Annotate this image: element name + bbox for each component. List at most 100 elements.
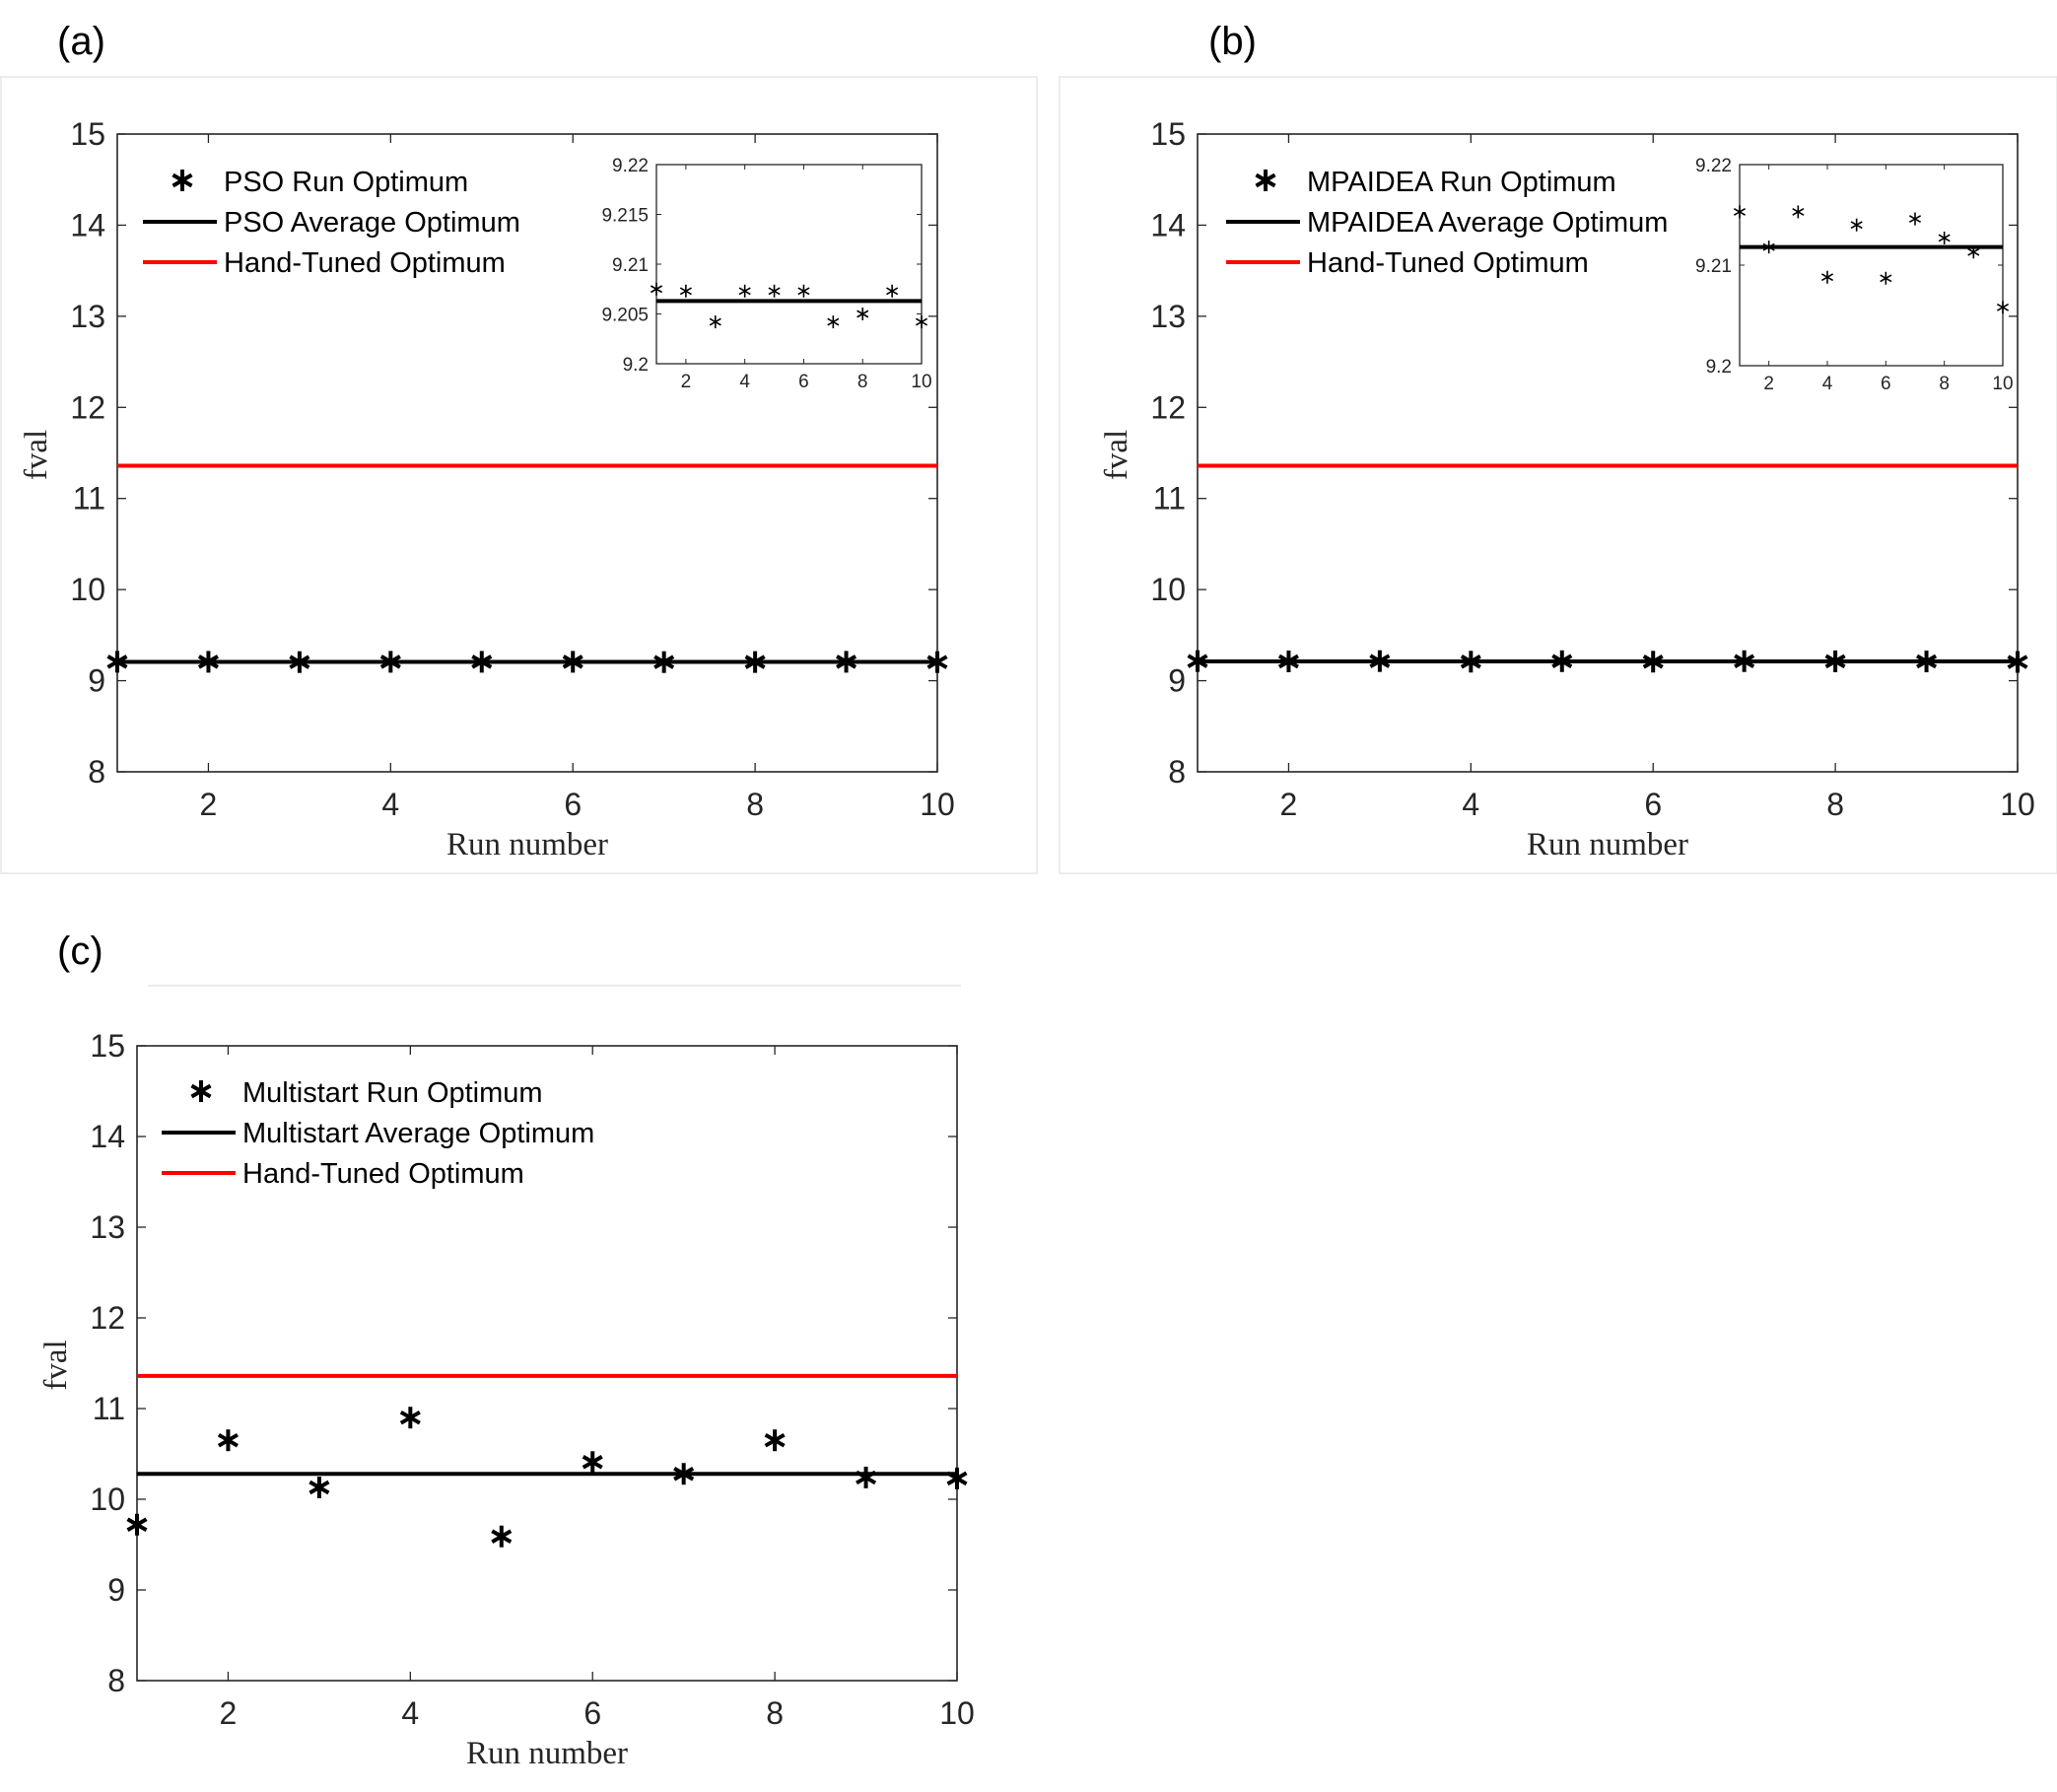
legend-marker-icon	[171, 170, 193, 191]
run-optimum-point	[379, 651, 401, 673]
run-optimum-point	[126, 1513, 148, 1536]
legend-label: Hand-Tuned Optimum	[242, 1158, 524, 1190]
y-tick-label: 10	[1150, 572, 1186, 607]
inset-run-point	[1792, 205, 1805, 219]
inset-run-point	[1820, 270, 1834, 284]
run-optimum-point	[836, 651, 857, 673]
run-optimum-point	[1369, 650, 1391, 672]
inset-y-tick-label: 9.21	[1695, 256, 1732, 277]
legend-label: MPAIDEA Average Optimum	[1307, 207, 1668, 239]
x-tick-label: 4	[401, 1695, 419, 1731]
inset-run-point	[1733, 205, 1747, 219]
x-tick-label: 8	[766, 1695, 784, 1731]
legend-label: Hand-Tuned Optimum	[224, 247, 506, 279]
inset-run-point	[1850, 218, 1863, 232]
y-tick-label: 13	[70, 299, 105, 334]
y-tick-label: 11	[73, 481, 105, 517]
y-tick-label: 14	[1150, 207, 1186, 242]
run-optimum-point	[926, 651, 948, 673]
inset-x-tick-label: 6	[798, 372, 809, 392]
run-optimum-point	[217, 1429, 239, 1452]
x-tick-label: 4	[381, 787, 399, 822]
run-optimum-point	[1824, 650, 1846, 672]
legend-label: MPAIDEA Run Optimum	[1307, 167, 1616, 198]
inset-run-point	[1880, 271, 1892, 285]
run-optimum-point	[856, 1466, 877, 1488]
inset-run-point	[827, 315, 840, 329]
inset-x-tick-label: 10	[911, 372, 931, 392]
x-axis-label: Run number	[466, 1736, 628, 1771]
x-axis-label: Run number	[1527, 827, 1688, 862]
y-tick-label: 10	[70, 572, 105, 607]
run-optimum-point	[764, 1429, 786, 1452]
x-tick-label: 4	[1462, 787, 1479, 822]
inset-x-tick-label: 4	[739, 372, 750, 392]
chart-panel-b: (b) 8 9 10 11 12 13 14 15 2 4 6 8 10 Run number fval MPA…	[1059, 20, 2057, 874]
run-optimum-point	[1734, 650, 1755, 672]
inset-run-point	[1762, 241, 1775, 254]
legend-marker-icon	[1255, 170, 1276, 191]
inset-chart: 9.2 9.21 9.22 2 4 6 8 10	[1695, 156, 2014, 394]
legend-marker-icon	[190, 1080, 212, 1102]
inset-run-point	[915, 315, 928, 329]
run-optimum-point	[2007, 651, 2028, 673]
run-optimum-point	[1460, 651, 1481, 673]
legend-label: PSO Average Optimum	[224, 207, 520, 239]
run-optimum-point	[1277, 650, 1299, 672]
inset-y-tick-label: 9.22	[612, 156, 649, 176]
inset-x-tick-label: 2	[1763, 374, 1774, 394]
y-tick-label: 14	[90, 1119, 125, 1154]
panel-label: (a)	[57, 20, 105, 63]
inset-x-tick-label: 8	[1939, 374, 1950, 394]
run-optimum-point	[653, 651, 675, 673]
inset-run-point	[1908, 212, 1922, 226]
y-tick-label: 9	[107, 1572, 125, 1608]
y-tick-label: 12	[70, 389, 105, 425]
x-tick-label: 8	[1826, 787, 1844, 822]
y-axis-label: fval	[1099, 430, 1134, 480]
legend-label: Multistart Run Optimum	[242, 1077, 543, 1109]
x-tick-label: 8	[746, 787, 764, 822]
panel-frame	[0, 76, 1038, 874]
inset-run-point	[709, 315, 721, 329]
x-tick-label: 6	[1644, 787, 1662, 822]
run-optimum-point	[289, 651, 310, 673]
x-tick-label: 10	[2000, 787, 2035, 822]
y-tick-label: 12	[90, 1300, 125, 1336]
inset-y-tick-label: 9.22	[1695, 156, 1732, 176]
inset-y-tick-label: 9.21	[612, 255, 649, 276]
run-optimum-point	[197, 651, 219, 673]
inset-x-tick-label: 4	[1822, 374, 1833, 394]
inset-run-point	[1996, 301, 2010, 314]
run-optimum-point	[946, 1467, 968, 1489]
panel-label: (b)	[1208, 20, 1257, 63]
chart-panel-a: (a) 8 9 10 11 12 13 14 15 2 4 6 8 10 Run number fval PSO…	[0, 20, 1038, 874]
run-optimum-point	[744, 651, 766, 673]
x-tick-label: 2	[220, 1695, 238, 1731]
inset-x-tick-label: 8	[857, 372, 868, 392]
inset-plot-area	[655, 164, 923, 365]
y-tick-label: 14	[70, 207, 105, 242]
inset-run-point	[738, 284, 751, 298]
x-tick-label: 6	[564, 787, 582, 822]
run-optimum-point	[1916, 651, 1938, 673]
run-optimum-point	[1642, 651, 1664, 673]
run-optimum-point	[309, 1477, 330, 1499]
inset-y-tick-label: 9.205	[601, 306, 649, 326]
panel-frame	[1059, 76, 2057, 874]
y-axis-label: fval	[19, 430, 54, 480]
legend-label: PSO Run Optimum	[224, 167, 468, 198]
y-tick-label: 11	[1153, 481, 1186, 517]
x-tick-label: 2	[1280, 787, 1298, 822]
inset-plot-area	[1739, 164, 2004, 367]
y-tick-label: 15	[1150, 116, 1186, 152]
run-optimum-point	[491, 1525, 513, 1548]
x-tick-label: 6	[583, 1695, 601, 1731]
x-tick-label: 10	[920, 787, 955, 822]
run-optimum-point	[562, 651, 583, 673]
run-optimum-point	[582, 1451, 603, 1474]
y-tick-label: 15	[90, 1028, 125, 1064]
inset-x-tick-label: 6	[1881, 374, 1891, 394]
inset-run-point	[886, 284, 899, 298]
